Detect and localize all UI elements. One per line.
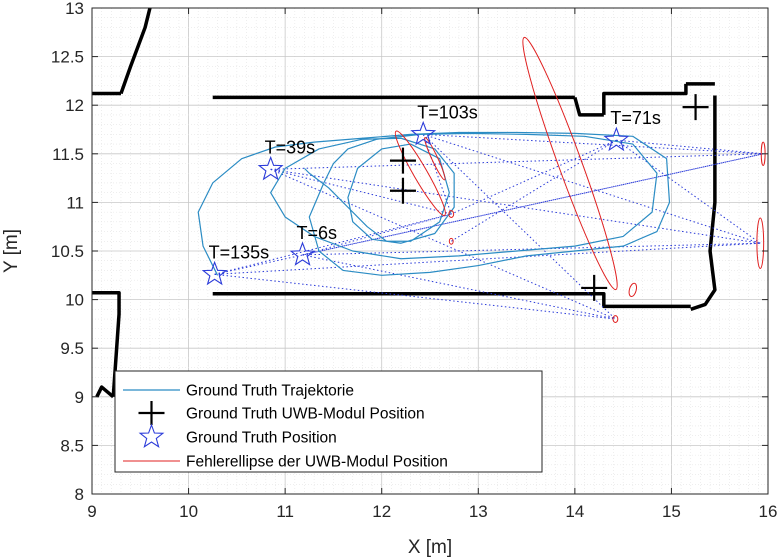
uwb-module-series — [389, 94, 709, 301]
position-link — [270, 168, 616, 320]
map-walls — [92, 7, 717, 399]
x-tick-label: 15 — [662, 502, 681, 521]
error-ellipse — [448, 237, 454, 245]
time-label: T=39s — [265, 137, 316, 157]
map-wall — [690, 95, 717, 311]
y-tick-label: 10 — [65, 291, 84, 310]
error-ellipse — [394, 130, 446, 216]
y-tick-label: 13 — [65, 0, 84, 18]
x-tick-label: 10 — [179, 502, 198, 521]
position-link — [214, 213, 452, 275]
position-link — [214, 242, 761, 275]
y-tick-label: 12.5 — [51, 48, 84, 67]
x-tick-label: 12 — [372, 502, 391, 521]
error-ellipse — [756, 217, 765, 269]
legend-swatch-star — [138, 423, 165, 448]
uwb-module-marker — [389, 177, 416, 204]
error-ellipse — [424, 136, 446, 181]
legend: Ground Truth Trajektorie Ground Truth UWB… — [114, 370, 543, 473]
position-link — [214, 273, 616, 320]
time-label: T=6s — [297, 223, 338, 243]
map-wall — [573, 96, 604, 117]
x-tick-label: 14 — [565, 502, 584, 521]
error-ellipse-series — [394, 36, 766, 323]
map-wall — [119, 7, 152, 95]
y-tick-label: 9 — [75, 388, 84, 407]
error-ellipse — [522, 36, 618, 291]
trajectory-series — [197, 131, 671, 276]
position-link — [214, 153, 764, 275]
ground-truth-star — [257, 155, 284, 181]
y-tick-label: 11 — [66, 193, 84, 212]
position-link — [270, 168, 452, 215]
y-tick-label: 10.5 — [51, 242, 84, 261]
position-link — [270, 168, 761, 244]
error-ellipse — [628, 282, 638, 298]
y-axis-label: Y [m] — [1, 229, 22, 273]
y-tick-label: 9.5 — [60, 339, 84, 358]
uwb-module-marker — [389, 147, 416, 174]
error-ellipse — [448, 210, 455, 218]
legend-label: Ground Truth Position — [186, 430, 337, 447]
position-link — [423, 133, 764, 155]
legend-label: Fehlerellipse der UWB-Modul Position — [186, 454, 448, 471]
position-link — [616, 139, 761, 244]
position-links — [214, 133, 764, 320]
uwb-module-marker — [581, 274, 608, 301]
trajectory-line — [197, 131, 671, 276]
x-tick-label: 13 — [469, 502, 488, 521]
map-wall — [95, 385, 115, 399]
legend-label: Ground Truth Trajektorie — [186, 383, 354, 400]
time-annotations: T=6s T=39s T=71s T=103s T=135s — [209, 102, 661, 262]
ground-truth-position-series — [201, 120, 630, 286]
legend-label: Ground Truth UWB-Modul Position — [186, 406, 425, 423]
ground-truth-star — [410, 120, 437, 146]
map-wall — [212, 292, 691, 309]
y-tick-label: 12 — [65, 96, 84, 115]
axis-ticks: 9 10 11 12 13 14 15 16 8 8.5 9 9.5 10 10.5 11 11.5 12 12.… — [51, 0, 778, 521]
position-link — [422, 133, 616, 320]
ground-truth-star — [201, 260, 228, 286]
position-link — [450, 139, 617, 242]
uwb-module-marker — [682, 94, 709, 121]
position-link — [616, 139, 764, 155]
legend-box — [114, 370, 543, 473]
x-tick-label: 9 — [87, 502, 96, 521]
ground-truth-star — [603, 126, 630, 152]
error-ellipse — [612, 315, 619, 323]
x-tick-label: 16 — [759, 502, 778, 521]
position-link — [302, 254, 616, 320]
ground-truth-star — [289, 241, 316, 266]
x-tick-label: 11 — [276, 502, 294, 521]
time-label: T=135s — [209, 242, 270, 262]
map-wall — [602, 83, 688, 115]
legend-swatch-uwb — [138, 401, 165, 425]
position-link — [302, 153, 764, 256]
x-axis-label: X [m] — [408, 537, 452, 558]
time-label: T=71s — [610, 108, 661, 128]
map-wall — [92, 291, 121, 397]
y-tick-label: 11.5 — [52, 145, 84, 164]
position-link — [302, 242, 761, 256]
time-label: T=103s — [417, 102, 478, 122]
y-tick-label: 8 — [75, 485, 84, 504]
y-tick-label: 8.5 — [60, 436, 84, 455]
